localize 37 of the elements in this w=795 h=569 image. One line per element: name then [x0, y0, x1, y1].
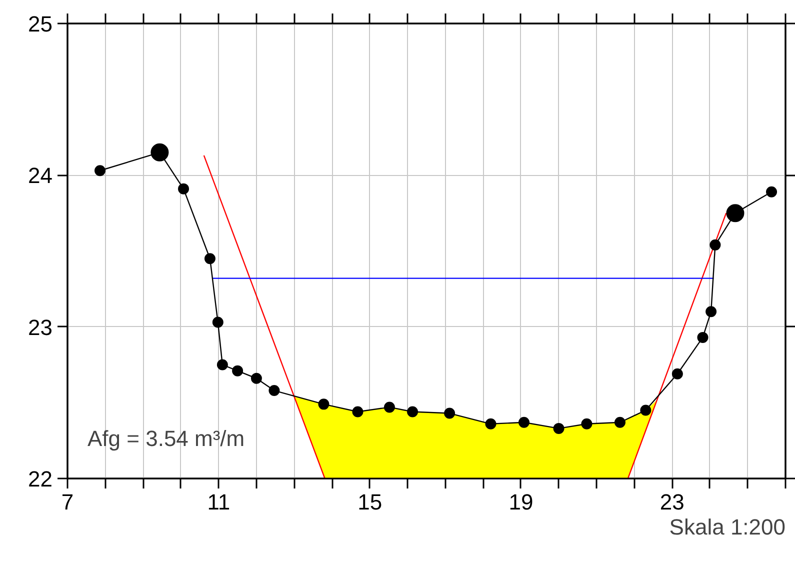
point — [407, 406, 418, 418]
y-tick-label: 25 — [28, 12, 53, 36]
point — [444, 408, 456, 419]
annotation: Afg = 3.54 m³/m — [88, 426, 245, 451]
point — [640, 404, 652, 416]
point — [318, 398, 330, 410]
point — [250, 372, 262, 384]
x-tick-label: 23 — [660, 490, 684, 514]
y-tick-label: 22 — [28, 466, 53, 492]
x-tick-label: 19 — [508, 490, 534, 514]
y-tick-label: 24 — [28, 163, 53, 188]
point — [232, 365, 244, 376]
point — [614, 416, 626, 428]
x-tick-label: 11 — [207, 490, 230, 514]
point — [178, 183, 190, 194]
point — [553, 422, 564, 434]
point — [352, 406, 364, 418]
point — [581, 418, 592, 430]
y-tick-label: 23 — [28, 314, 53, 340]
point — [706, 306, 717, 318]
point — [485, 418, 496, 430]
text: Skala 1:200 — [669, 514, 786, 540]
point — [726, 204, 744, 222]
point — [216, 359, 228, 370]
point — [518, 416, 530, 428]
point — [94, 165, 106, 176]
point — [212, 316, 224, 328]
point — [766, 186, 778, 198]
point — [697, 332, 708, 343]
point — [710, 239, 721, 250]
x-tick-label: 7 — [61, 490, 74, 514]
point — [384, 402, 395, 413]
x-tick-label: 15 — [358, 490, 382, 514]
point — [672, 368, 683, 380]
point — [204, 253, 216, 264]
point — [268, 385, 280, 396]
point — [150, 143, 169, 162]
